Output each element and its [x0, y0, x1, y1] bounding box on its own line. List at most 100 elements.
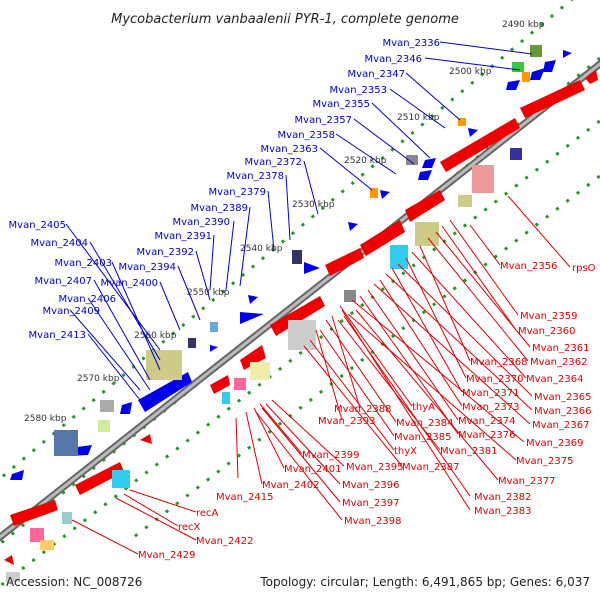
gene-label[interactable]: Mvan_2409: [43, 306, 100, 317]
gene-block: [100, 400, 114, 412]
gene-block: [472, 165, 494, 193]
gene-label[interactable]: Mvan_2413: [29, 330, 86, 341]
gene-label[interactable]: Mvan_2397: [342, 498, 399, 509]
gene-label[interactable]: Mvan_2357: [295, 115, 352, 126]
gene-label[interactable]: Mvan_2381: [440, 446, 497, 457]
gene-label[interactable]: Mvan_2398: [344, 516, 401, 527]
gene-label[interactable]: Mvan_2400: [101, 278, 158, 289]
forward-gene-labels: Mvan_2336 Mvan_2346 Mvan_2347 Mvan_2353 …: [9, 38, 440, 341]
gene-label[interactable]: Mvan_2387: [402, 462, 459, 473]
gene-label[interactable]: Mvan_2403: [55, 258, 112, 269]
gene-label[interactable]: Mvan_2362: [530, 357, 587, 368]
gene-label[interactable]: Mvan_2378: [227, 171, 284, 182]
reverse-gene-labels: Mvan_2356 rpsO Mvan_2359 Mvan_2360 Mvan_…: [138, 261, 596, 561]
gene-label[interactable]: Mvan_2353: [330, 85, 387, 96]
gene-label[interactable]: recX: [178, 522, 201, 533]
gene-label[interactable]: Mvan_2429: [138, 550, 195, 561]
gene-block: [458, 195, 472, 207]
gene-label[interactable]: Mvan_2336: [383, 38, 440, 49]
gene-label[interactable]: Mvan_2375: [516, 456, 573, 467]
gene-label[interactable]: thyX: [394, 446, 417, 457]
forward-genes: [10, 50, 572, 480]
gene-label[interactable]: Mvan_2393: [318, 416, 375, 427]
gene-label[interactable]: Mvan_2379: [209, 187, 266, 198]
gene-block: [188, 338, 196, 348]
gene-label[interactable]: Mvan_2365: [534, 392, 591, 403]
reverse-gene: [440, 118, 520, 172]
gene-label[interactable]: Mvan_2346: [365, 54, 422, 65]
gene-label[interactable]: Mvan_2384: [396, 418, 453, 429]
gene-label[interactable]: Mvan_2370: [466, 374, 523, 385]
gene-label[interactable]: Mvan_2359: [520, 311, 577, 322]
ruler-label: 2500 kbp: [449, 67, 492, 77]
gene-label[interactable]: Mvan_2392: [137, 247, 194, 258]
gene-label[interactable]: Mvan_2401: [284, 464, 341, 475]
forward-gene: [418, 170, 432, 180]
gene-label[interactable]: Mvan_2374: [458, 416, 515, 427]
gene-label[interactable]: Mvan_2376: [458, 430, 515, 441]
forward-gene: [120, 402, 132, 414]
gene-label[interactable]: Mvan_2422: [196, 536, 253, 547]
gene-label[interactable]: Mvan_2399: [302, 450, 359, 461]
gene-block: [458, 118, 466, 126]
backbone: [0, 59, 600, 542]
forward-gene: [422, 158, 436, 168]
gene-label[interactable]: Mvan_2394: [119, 262, 176, 273]
gene-label[interactable]: Mvan_2405: [9, 220, 66, 231]
gene-block: [30, 528, 44, 542]
ruler-label: 2540 kbp: [240, 244, 283, 254]
gene-label[interactable]: Mvan_2371: [462, 388, 519, 399]
ruler-label: 2520 kbp: [344, 156, 387, 166]
gene-label[interactable]: Mvan_2367: [532, 420, 589, 431]
gene-label[interactable]: Mvan_2347: [348, 69, 405, 80]
map-title: Mycobacterium vanbaalenii PYR-1, complet…: [111, 12, 459, 27]
gene-block: [522, 72, 530, 82]
gene-label[interactable]: Mvan_2404: [31, 238, 88, 249]
gene-label[interactable]: Mvan_2361: [532, 343, 589, 354]
reverse-gene: [10, 500, 58, 526]
forward-gene: [248, 295, 258, 304]
ruler-label: 2570 kbp: [77, 374, 120, 384]
gene-label[interactable]: Mvan_2355: [313, 99, 370, 110]
gene-label[interactable]: Mvan_2377: [498, 476, 555, 487]
gene-label[interactable]: Mvan_2395: [346, 462, 403, 473]
gene-label[interactable]: Mvan_2356: [500, 261, 557, 272]
gene-label[interactable]: Mvan_2383: [474, 506, 531, 517]
reverse-genes: [4, 70, 598, 565]
gene-label[interactable]: Mvan_2385: [394, 432, 451, 443]
gene-block: [415, 222, 439, 246]
reverse-gene: [210, 375, 230, 394]
reverse-gene: [140, 434, 152, 444]
gene-label[interactable]: Mvan_2364: [526, 374, 583, 385]
gene-label[interactable]: Mvan_2382: [474, 492, 531, 503]
gene-label[interactable]: Mvan_2389: [191, 203, 248, 214]
gene-label[interactable]: thyA: [412, 402, 435, 413]
gene-label[interactable]: Mvan_2406: [59, 294, 116, 305]
gene-label[interactable]: Mvan_2368: [470, 357, 527, 368]
gene-label[interactable]: Mvan_2366: [534, 406, 591, 417]
gene-label[interactable]: Mvan_2363: [261, 144, 318, 155]
gene-label[interactable]: Mvan_2372: [245, 157, 302, 168]
gene-label[interactable]: Mvan_2407: [35, 276, 92, 287]
gene-label[interactable]: Mvan_2360: [518, 326, 575, 337]
gene-label[interactable]: Mvan_2373: [462, 402, 519, 413]
gene-block: [6, 572, 20, 582]
gene-label[interactable]: Mvan_2388: [334, 404, 391, 415]
gene-label[interactable]: Mvan_2369: [526, 438, 583, 449]
forward-gene: [210, 345, 218, 352]
forward-gene: [380, 190, 390, 199]
gene-block: [344, 290, 356, 302]
gene-label[interactable]: Mvan_2402: [262, 480, 319, 491]
forward-gene: [138, 372, 192, 412]
gene-label[interactable]: Mvan_2391: [155, 231, 212, 242]
gene-label[interactable]: Mvan_2415: [216, 492, 273, 503]
gene-label[interactable]: recA: [196, 508, 219, 519]
genome-summary: Topology: circular; Length: 6,491,865 bp…: [259, 575, 590, 589]
gene-block: [234, 378, 246, 390]
gene-label[interactable]: Mvan_2396: [342, 480, 399, 491]
gene-label[interactable]: Mvan_2390: [173, 217, 230, 228]
reverse-gene: [405, 190, 445, 222]
gene-label[interactable]: rpsO: [572, 263, 596, 274]
gene-label[interactable]: Mvan_2358: [278, 130, 335, 141]
